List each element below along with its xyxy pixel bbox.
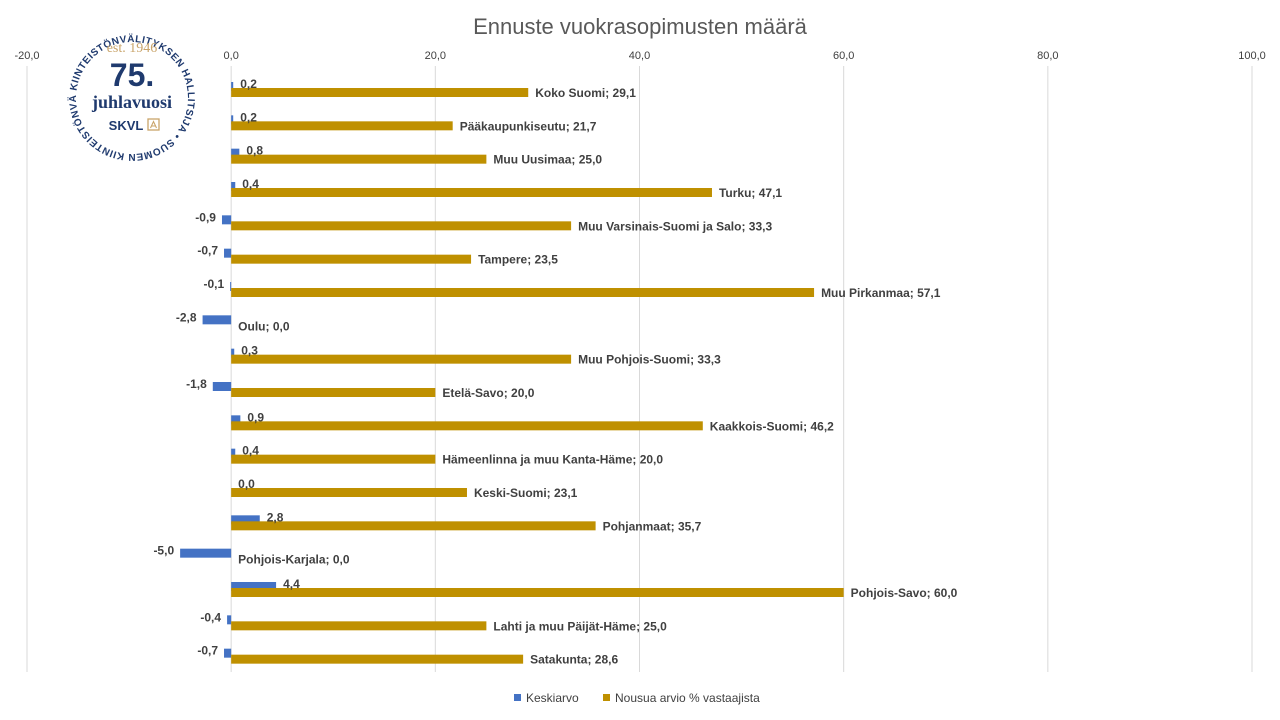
logo-est: est. 1946 xyxy=(107,41,158,56)
data-label-nousua: Lahti ja muu Päijät-Häme; 25,0 xyxy=(493,619,667,633)
data-label-keskiarvo: -0,9 xyxy=(195,210,216,224)
data-label-keskiarvo: -0,1 xyxy=(203,277,224,291)
x-tick-label: -20,0 xyxy=(14,50,39,62)
bar-nousua xyxy=(231,454,436,464)
bar-nousua xyxy=(231,588,844,597)
bar-nousua xyxy=(231,488,467,497)
data-label-nousua: Pohjois-Karjala; 0,0 xyxy=(238,553,350,567)
data-label-nousua: Muu Pirkanmaa; 57,1 xyxy=(821,286,941,300)
data-label-nousua: Turku; 47,1 xyxy=(719,186,782,200)
x-tick-label: 0,0 xyxy=(224,50,239,62)
x-tick-label: 20,0 xyxy=(425,50,446,62)
data-label-nousua: Muu Varsinais-Suomi ja Salo; 33,3 xyxy=(578,219,772,233)
bars xyxy=(180,82,844,664)
bar-keskiarvo xyxy=(231,148,240,158)
bar-nousua xyxy=(231,188,712,197)
data-label-keskiarvo: 0,4 xyxy=(242,444,259,458)
data-label-keskiarvo: 0,4 xyxy=(242,177,259,191)
bar-nousua xyxy=(231,154,487,164)
bar-keskiarvo xyxy=(212,382,232,391)
bar-keskiarvo xyxy=(227,615,232,625)
data-label-keskiarvo: -0,4 xyxy=(200,610,221,624)
data-label-nousua: Muu Uusimaa; 25,0 xyxy=(493,153,602,167)
legend-label-nousua: Nousua arvio % vastaajista xyxy=(615,691,760,705)
bar-keskiarvo xyxy=(231,448,236,458)
grid xyxy=(26,66,1253,672)
x-axis-ticks: -20,0 0,0 20,0 40,0 60,0 80,0 100,0 xyxy=(14,50,1265,62)
legend-swatch-nousua xyxy=(603,694,610,701)
logo-background xyxy=(66,32,198,164)
legend: Keskiarvo Nousua arvio % vastaajista xyxy=(514,691,760,705)
data-label-keskiarvo: 0,2 xyxy=(240,77,257,91)
bar-keskiarvo xyxy=(202,315,232,325)
data-label-nousua: Keski-Suomi; 23,1 xyxy=(474,486,578,500)
bar-nousua xyxy=(231,288,815,297)
x-tick-label: 60,0 xyxy=(833,50,854,62)
bar-nousua xyxy=(231,354,572,364)
bar-nousua xyxy=(231,88,529,97)
data-label-nousua: Hämeenlinna ja muu Kanta-Häme; 20,0 xyxy=(442,453,663,467)
data-label-nousua: Pohjois-Savo; 60,0 xyxy=(851,586,958,600)
bar-keskiarvo xyxy=(231,515,260,525)
data-label-nousua: Etelä-Savo; 20,0 xyxy=(442,386,534,400)
bar-keskiarvo xyxy=(230,282,232,291)
data-label-keskiarvo: -2,8 xyxy=(176,310,197,324)
data-label-keskiarvo: -1,8 xyxy=(186,377,207,391)
data-label-nousua: Pohjanmaat; 35,7 xyxy=(603,519,702,533)
data-label-nousua: Oulu; 0,0 xyxy=(238,319,290,333)
bar-keskiarvo xyxy=(231,582,277,591)
data-labels: 0,2 Koko Suomi; 29,1 0,2 Pääkaupunkiseutu; … xyxy=(153,77,957,667)
data-label-nousua: Kaakkois-Suomi; 46,2 xyxy=(710,419,834,433)
bar-keskiarvo xyxy=(180,548,232,558)
data-label-nousua: Satakunta; 28,6 xyxy=(530,653,618,667)
data-label-nousua: Koko Suomi; 29,1 xyxy=(535,86,636,100)
logo-juhlavuosi: juhlavuosi xyxy=(91,92,172,112)
data-label-nousua: Tampere; 23,5 xyxy=(478,253,558,267)
bar-nousua xyxy=(231,521,596,531)
data-label-keskiarvo: 0,9 xyxy=(247,410,264,424)
bar-nousua xyxy=(231,621,487,631)
bar-nousua xyxy=(231,121,453,131)
bar-keskiarvo xyxy=(221,215,232,225)
bar-keskiarvo xyxy=(231,182,236,191)
house-icon-mark xyxy=(150,120,157,129)
bar-nousua xyxy=(231,254,472,264)
data-label-keskiarvo: -0,7 xyxy=(197,644,218,658)
logo-number: 75. xyxy=(110,57,154,93)
bar-nousua xyxy=(231,654,524,664)
data-label-keskiarvo: -0,7 xyxy=(197,244,218,258)
logo: KIINTEISTÖNVÄLITYKSEN HALLITSIJA • SUOME… xyxy=(66,32,198,164)
data-label-keskiarvo: 0,0 xyxy=(238,477,255,491)
data-label-keskiarvo: 0,2 xyxy=(240,110,257,124)
house-icon xyxy=(147,118,160,131)
data-label-keskiarvo: -5,0 xyxy=(153,544,174,558)
data-label-nousua: Muu Pohjois-Suomi; 33,3 xyxy=(578,353,721,367)
legend-swatch-keskiarvo xyxy=(514,694,521,701)
legend-label-keskiarvo: Keskiarvo xyxy=(526,691,579,705)
bar-keskiarvo xyxy=(231,115,234,125)
logo-brand: SKVL xyxy=(109,118,144,133)
bar-nousua xyxy=(231,421,703,431)
data-label-nousua: Pääkaupunkiseutu; 21,7 xyxy=(460,119,597,133)
x-tick-label: 40,0 xyxy=(629,50,650,62)
bar-nousua xyxy=(231,388,436,397)
data-label-keskiarvo: 2,8 xyxy=(267,510,284,524)
chart-title: Ennuste vuokrasopimusten määrä xyxy=(473,14,808,39)
bar-keskiarvo xyxy=(231,415,241,425)
x-tick-label: 100,0 xyxy=(1238,50,1266,62)
data-label-keskiarvo: 4,4 xyxy=(283,577,300,591)
bar-nousua xyxy=(231,221,572,231)
x-tick-label: 80,0 xyxy=(1037,50,1058,62)
data-label-keskiarvo: 0,8 xyxy=(246,144,263,158)
bar-keskiarvo xyxy=(224,648,232,658)
data-label-keskiarvo: 0,3 xyxy=(241,344,258,358)
bar-keskiarvo xyxy=(224,248,232,258)
bar-keskiarvo xyxy=(231,82,234,91)
bar-keskiarvo xyxy=(231,348,235,358)
